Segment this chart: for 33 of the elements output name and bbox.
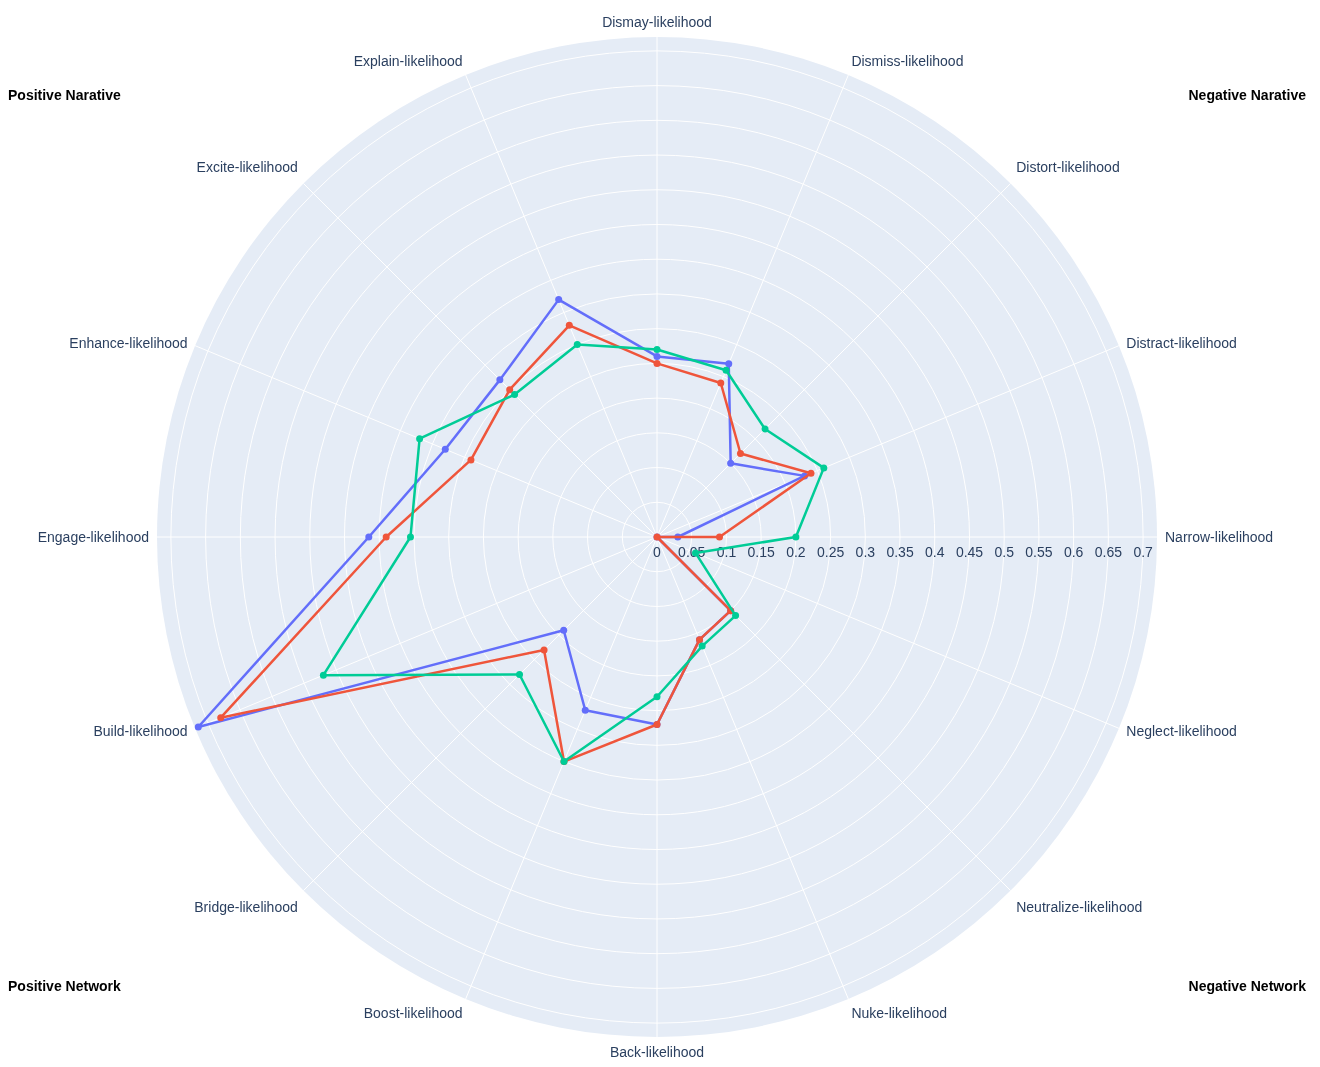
- y-tick-label: 0.25: [816, 544, 845, 560]
- y-tick-label: 0.6: [1063, 544, 1084, 560]
- spoke-label: Bridge-likelihood: [194, 899, 298, 916]
- y-tick-label: 0.45: [955, 544, 984, 560]
- spoke-label: Distort-likelihood: [1016, 158, 1120, 175]
- spoke-label: Boost-likelihood: [363, 1005, 463, 1022]
- spoke-label: Build-likelihood: [93, 723, 188, 740]
- spoke-label: Enhance-likelihood: [69, 334, 188, 351]
- y-tick-label: 0.15: [747, 544, 775, 560]
- y-tick-label: 0.65: [1094, 544, 1123, 560]
- y-tick-label: 0.4: [925, 544, 945, 560]
- spoke-label: Narrow-likelihood: [1165, 529, 1274, 545]
- y-tick-label: 0.3: [855, 544, 876, 560]
- y-tick-label: 0.2: [786, 544, 806, 560]
- y-tick-label: 0.7: [1133, 544, 1154, 560]
- spoke-label: Dismay-likelihood: [602, 14, 712, 30]
- spoke-label: Nuke-likelihood: [851, 1005, 948, 1022]
- spoke-label: Neutralize-likelihood: [1016, 899, 1143, 916]
- text: Positive Narative: [8, 87, 122, 103]
- text: Negative Network: [1188, 978, 1307, 994]
- y-tick-label: 0.55: [1025, 544, 1053, 560]
- spoke-label: Neglect-likelihood: [1126, 723, 1237, 740]
- y-tick-label: 0.35: [886, 544, 914, 560]
- spoke-label: Excite-likelihood: [196, 158, 298, 175]
- spoke-label: Back-likelihood: [609, 1044, 705, 1060]
- text: Negative Narative: [1188, 87, 1307, 103]
- spoke-label: Distract-likelihood: [1126, 334, 1237, 351]
- y-tick-label: 0.5: [994, 544, 1015, 560]
- spoke-label: Engage-likelihood: [37, 529, 149, 545]
- text: Positive Network: [8, 978, 122, 994]
- y-tick-label: 0: [653, 544, 662, 560]
- spoke-label: Explain-likelihood: [353, 52, 463, 69]
- spoke-label: Dismiss-likelihood: [851, 52, 964, 69]
